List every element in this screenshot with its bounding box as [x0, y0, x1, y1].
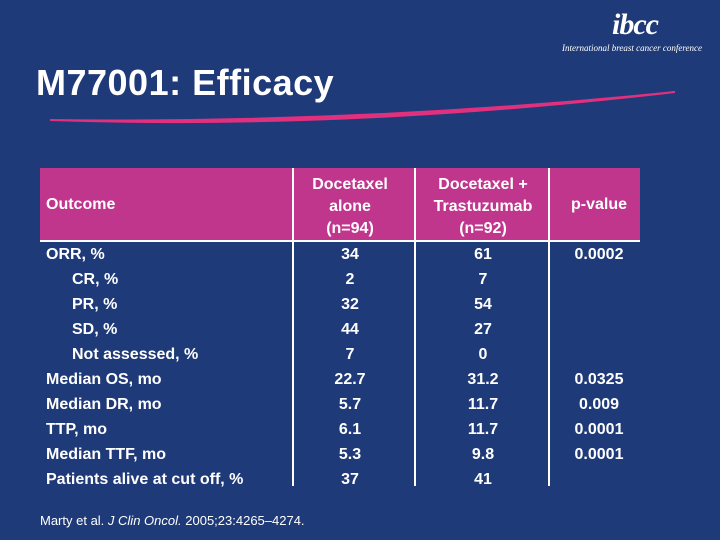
- row-label: Median DR, mo: [46, 396, 162, 413]
- value-docetaxel-trastuzumab: 27: [474, 321, 492, 338]
- row-label: Median OS, mo: [46, 371, 162, 388]
- table-row: CR, % 2 7: [40, 267, 640, 292]
- value-p: 0.0325: [574, 371, 624, 388]
- table-row: PR, % 32 54: [40, 292, 640, 317]
- header-divider: [40, 240, 640, 242]
- value-docetaxel-alone: 5.7: [338, 396, 362, 413]
- row-label: SD, %: [72, 321, 118, 338]
- header-docetaxel-trastuzumab: Docetaxel + Trastuzumab (n=92): [423, 174, 543, 237]
- ibcc-logo: ibcc International breast cancer confere…: [560, 8, 710, 64]
- value-docetaxel-trastuzumab: 9.8: [471, 446, 495, 463]
- header-col2-line1: Docetaxel +: [438, 176, 528, 193]
- row-label: Median TTF, mo: [46, 446, 166, 463]
- value-docetaxel-trastuzumab: 0: [478, 346, 488, 363]
- column-divider-1: [292, 168, 294, 486]
- value-p: 0.0001: [574, 446, 624, 463]
- value-docetaxel-trastuzumab: 11.7: [467, 421, 499, 438]
- header-p-value: p-value: [570, 196, 627, 213]
- table-body: ORR, % 34 61 0.0002 CR, % 2 7 PR, % 32 5…: [40, 242, 640, 492]
- table-header-row: [40, 168, 640, 240]
- citation-authors: Marty et al.: [40, 513, 105, 528]
- value-docetaxel-trastuzumab: 54: [474, 296, 492, 313]
- value-docetaxel-alone: 6.1: [338, 421, 362, 438]
- header-col2-line2: Trastuzumab: [433, 198, 533, 215]
- value-docetaxel-trastuzumab: 7: [478, 271, 488, 288]
- header-col1-line2: alone: [329, 198, 371, 215]
- value-p: 0.0001: [574, 421, 624, 438]
- table-row: Median TTF, mo 5.3 9.8 0.0001: [40, 442, 640, 467]
- value-p: 0.009: [578, 396, 620, 413]
- value-p: 0.0002: [574, 246, 624, 263]
- row-label: CR, %: [72, 271, 119, 288]
- table-row: Patients alive at cut off, % 37 41: [40, 467, 640, 492]
- row-label: TTP, mo: [46, 421, 108, 438]
- value-docetaxel-alone: 2: [345, 271, 355, 288]
- row-label: PR, %: [72, 296, 118, 313]
- header-outcome: Outcome: [46, 196, 116, 213]
- logo-mark: ibcc: [612, 8, 659, 41]
- logo-tagline: International breast cancer conference: [561, 43, 703, 53]
- header-docetaxel-alone: Docetaxel alone (n=94): [299, 174, 401, 237]
- row-label: Patients alive at cut off, %: [46, 471, 244, 488]
- table-row: Median DR, mo 5.7 11.7 0.009: [40, 392, 640, 417]
- value-docetaxel-alone: 34: [341, 246, 359, 263]
- row-label: ORR, %: [46, 246, 105, 263]
- value-docetaxel-trastuzumab: 61: [474, 246, 492, 263]
- value-docetaxel-alone: 37: [341, 471, 359, 488]
- column-divider-3: [548, 168, 550, 486]
- title-underline-swoosh: [49, 91, 676, 124]
- citation-journal: J Clin Oncol.: [107, 513, 182, 528]
- value-docetaxel-alone: 5.3: [338, 446, 362, 463]
- table-row: SD, % 44 27: [40, 317, 640, 342]
- row-label: Not assessed, %: [72, 346, 199, 363]
- table-row: Median OS, mo 22.7 31.2 0.0325: [40, 367, 640, 392]
- value-docetaxel-trastuzumab: 31.2: [467, 371, 499, 388]
- citation-reference: 2005;23:4265–4274.: [185, 513, 305, 528]
- table-row: Not assessed, % 7 0: [40, 342, 640, 367]
- value-docetaxel-alone: 44: [341, 321, 359, 338]
- header-col1-n: (n=94): [326, 220, 374, 237]
- table-row: TTP, mo 6.1 11.7 0.0001: [40, 417, 640, 442]
- efficacy-table: Outcome Docetaxel alone (n=94) Docetaxel…: [40, 168, 640, 488]
- value-docetaxel-alone: 7: [345, 346, 355, 363]
- slide-title: M77001: Efficacy: [36, 62, 335, 103]
- header-col2-n: (n=92): [459, 220, 507, 237]
- citation: Marty et al. J Clin Oncol. 2005;23:4265–…: [40, 513, 305, 528]
- header-col1-line1: Docetaxel: [312, 176, 388, 193]
- value-docetaxel-alone: 22.7: [334, 371, 366, 388]
- value-docetaxel-trastuzumab: 11.7: [467, 396, 499, 413]
- value-docetaxel-trastuzumab: 41: [474, 471, 492, 488]
- column-divider-2: [414, 168, 416, 486]
- value-docetaxel-alone: 32: [341, 296, 359, 313]
- table-row: ORR, % 34 61 0.0002: [40, 242, 640, 267]
